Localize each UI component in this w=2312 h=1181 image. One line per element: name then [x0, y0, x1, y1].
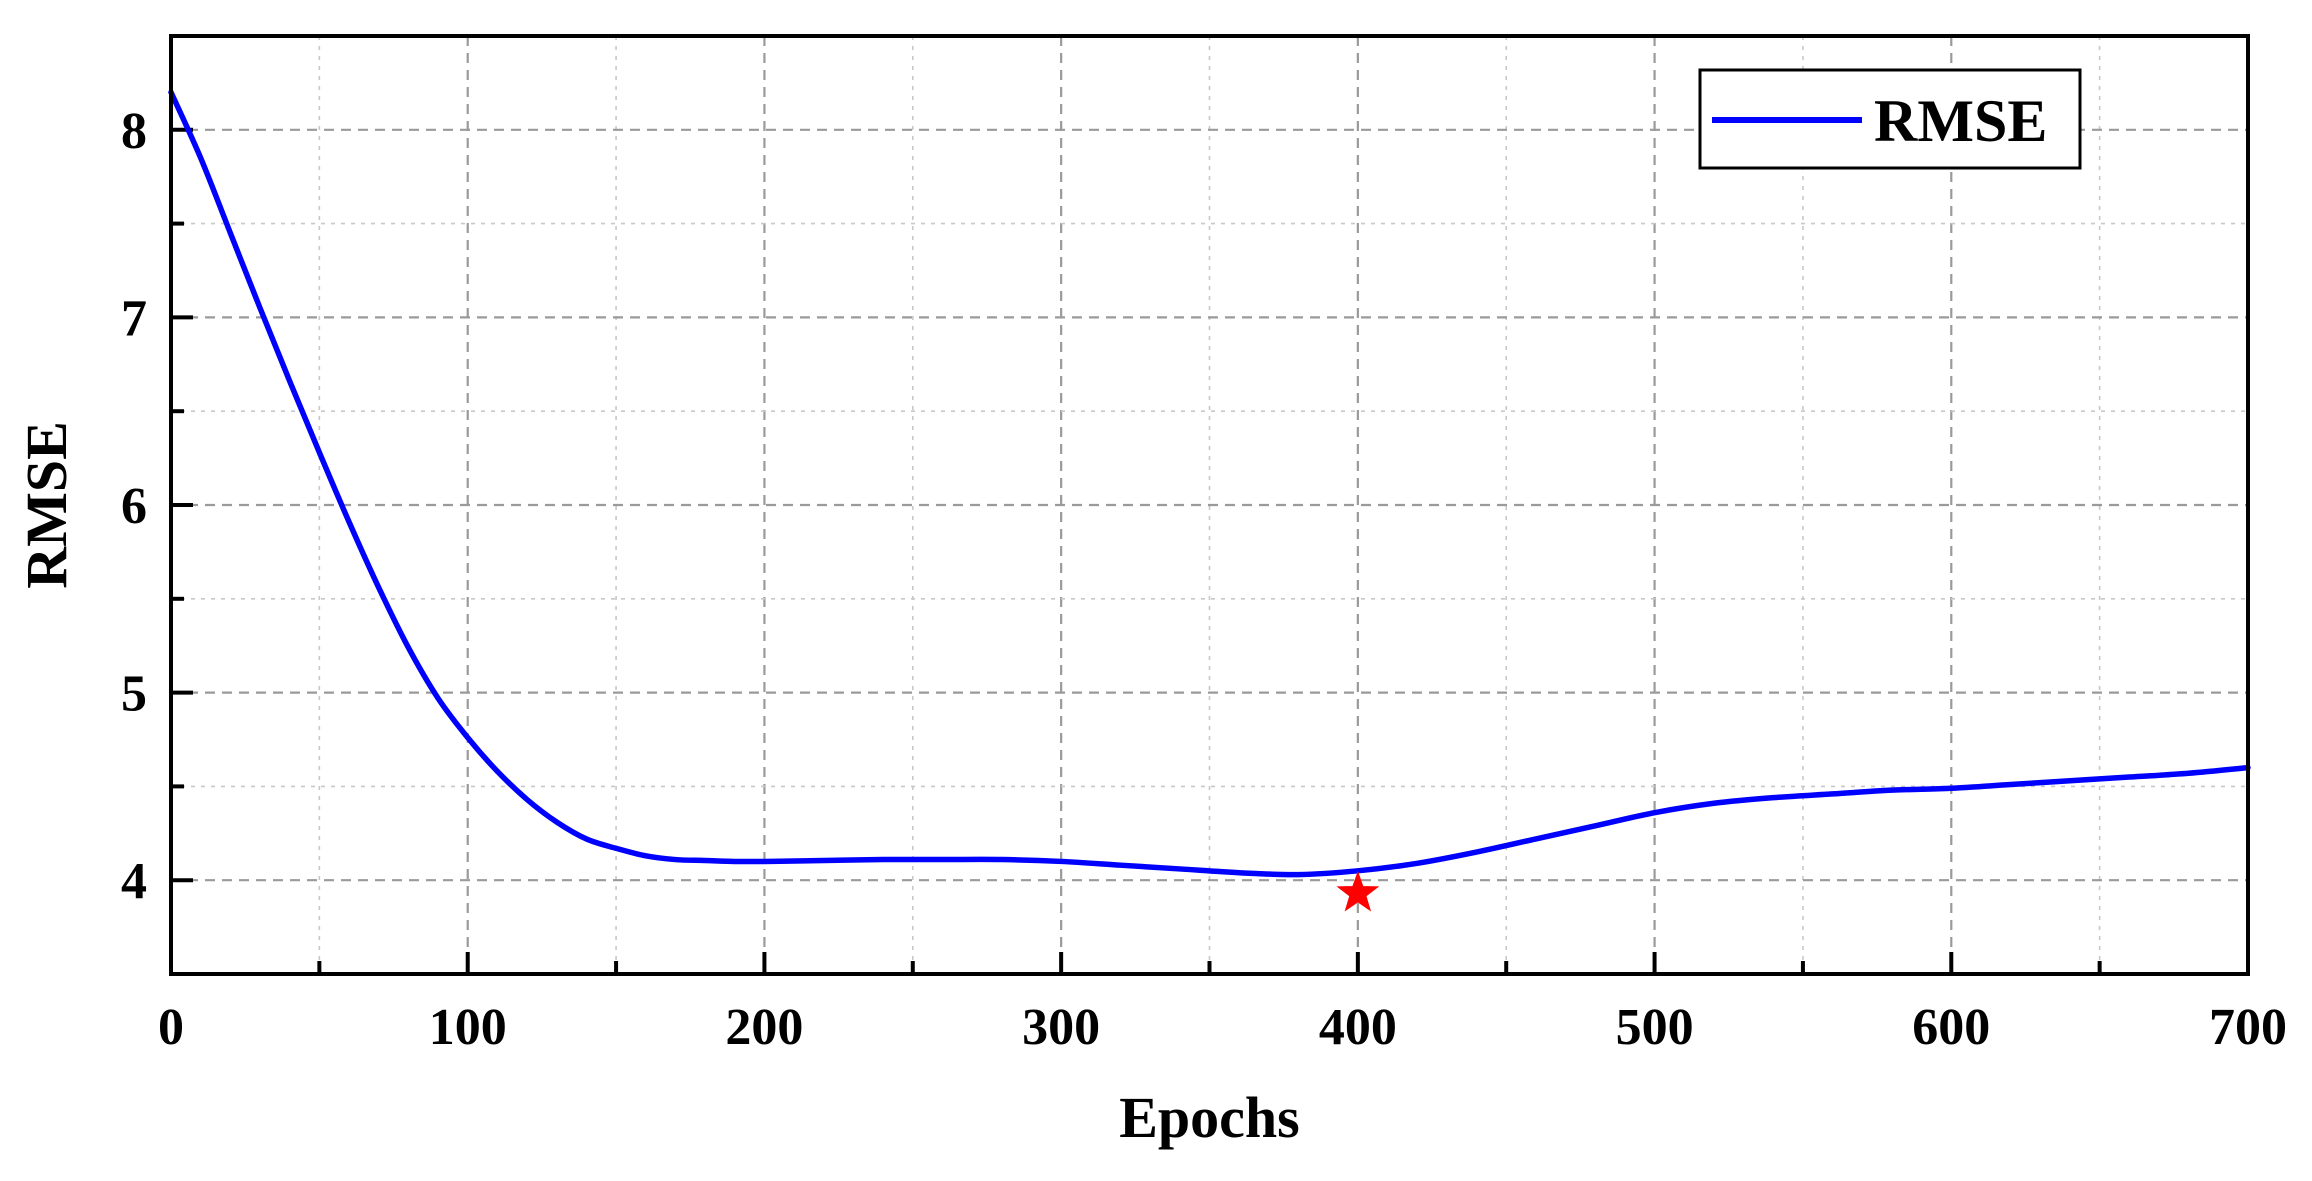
annotation-layer — [1336, 870, 1380, 912]
y-tick-label: 4 — [121, 853, 147, 910]
x-tick-label: 300 — [1022, 999, 1100, 1056]
x-tick-label: 400 — [1319, 999, 1397, 1056]
x-tick-label: 0 — [158, 999, 184, 1056]
grid-layer — [171, 35, 2248, 975]
x-axis-title: Epochs — [1119, 1085, 1300, 1150]
y-axis-title: RMSE — [14, 421, 79, 589]
label-layer: 0 100 200 300 400 500 600 700 4 5 6 7 8 — [121, 103, 2287, 1056]
plot-frame — [169, 34, 2250, 976]
y-tick-label: 8 — [121, 103, 147, 160]
x-tick-label: 200 — [725, 999, 803, 1056]
y-tick-label: 7 — [121, 290, 147, 347]
legend-label-rmse: RMSE — [1874, 88, 2047, 154]
x-tick-label: 600 — [1912, 999, 1990, 1056]
x-tick-label: 500 — [1616, 999, 1694, 1056]
y-tick-label: 6 — [121, 478, 147, 535]
x-tick-label: 700 — [2209, 999, 2287, 1056]
best-epoch-star-marker — [1336, 870, 1380, 912]
series-line-rmse — [168, 89, 2251, 878]
x-tick-label: 100 — [429, 999, 507, 1056]
series-layer — [168, 89, 2251, 878]
y-tick-label: 5 — [121, 666, 147, 723]
legend: RMSE — [1698, 68, 2082, 170]
